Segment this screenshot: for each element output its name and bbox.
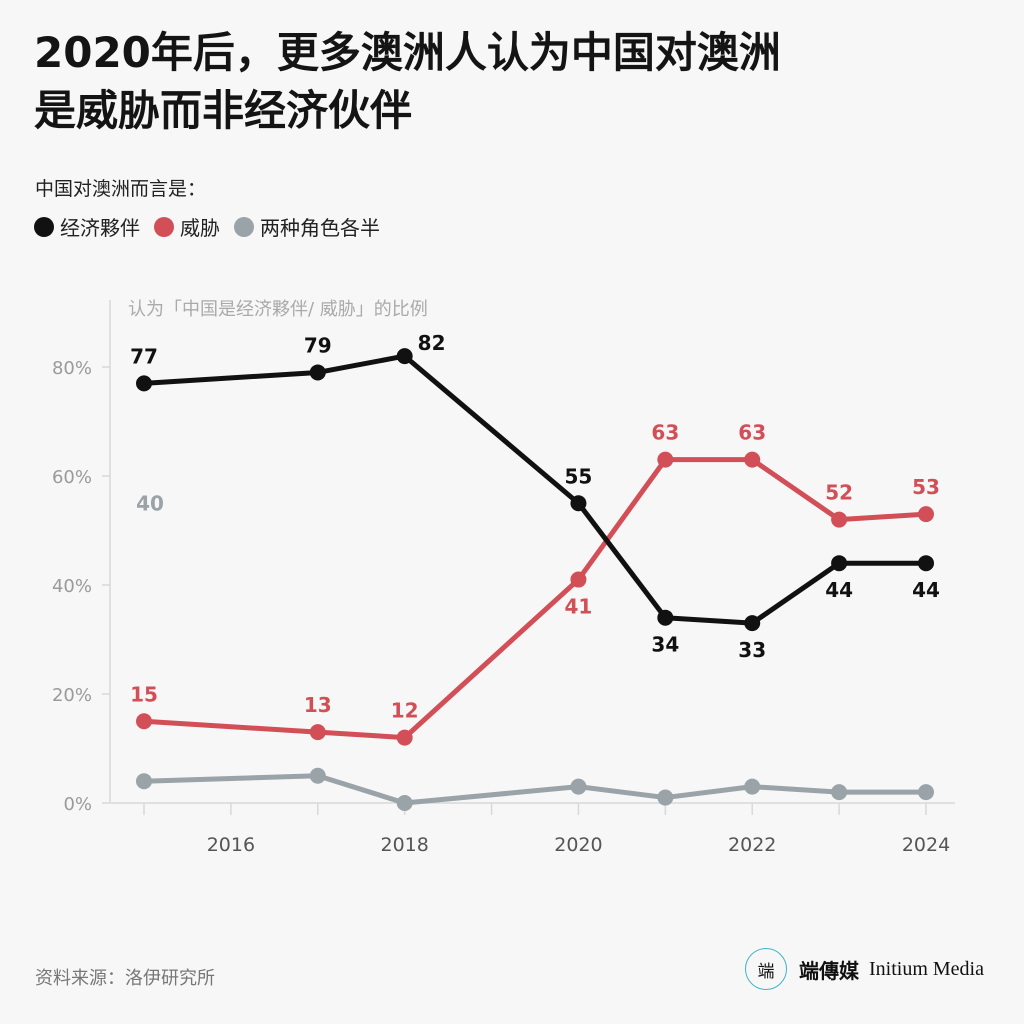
point-threat-2022 xyxy=(744,451,761,468)
point-both-2023 xyxy=(831,784,848,801)
logo-char: 端 xyxy=(757,961,775,982)
brand: 端 端傳媒 Initium Media xyxy=(745,948,984,990)
point-both-2020 xyxy=(570,778,587,795)
point-both-2018 xyxy=(396,795,413,811)
point-partner-2024 xyxy=(918,555,934,572)
line-chart: 认为「中国是经济夥伴/ 威胁」的比例 0% 20% 40% 60% 80% 2016 2018… xyxy=(52,299,955,856)
data-label-partner-2015: 77 xyxy=(130,344,158,368)
data-label-partner-2018: 82 xyxy=(418,331,446,355)
point-threat-2023 xyxy=(831,511,848,528)
data-label-threat-2015: 15 xyxy=(130,682,158,706)
legend: 经济夥伴 威胁 两种角色各半 xyxy=(34,212,394,241)
legend-prompt: 中国对澳洲而言是： xyxy=(35,178,207,200)
legend-label-partner: 经济夥伴 xyxy=(60,216,140,240)
x-tick-label-2018: 2018 xyxy=(380,834,428,856)
y-tick-label-40: 40% xyxy=(52,576,92,597)
point-partner-2018 xyxy=(396,348,413,365)
point-both-2021 xyxy=(657,789,674,806)
x-tick-label-2024: 2024 xyxy=(902,834,950,856)
y-tick-label-60: 60% xyxy=(52,467,92,488)
data-label-threat-2023: 52 xyxy=(825,481,853,505)
point-both-2017 xyxy=(309,767,326,784)
data-label-partner-2021: 34 xyxy=(651,633,679,657)
data-label-threat-2017: 13 xyxy=(304,693,332,717)
point-partner-2017 xyxy=(309,364,326,381)
annotation-0: 40 xyxy=(136,491,164,515)
point-partner-2022 xyxy=(744,615,761,632)
point-partner-2021 xyxy=(657,609,674,626)
brand-name-cn: 端傳媒 xyxy=(799,958,859,983)
legend-dot-both xyxy=(234,216,254,237)
chart-title: 2020年后，更多澳洲人认为中国对澳洲 是威胁而非经济伙伴 xyxy=(34,24,934,140)
legend-item-threat: 威胁 xyxy=(154,212,220,241)
legend-label-both: 两种角色各半 xyxy=(260,216,380,240)
x-tick-label-2016: 2016 xyxy=(207,834,255,856)
legend-item-partner: 经济夥伴 xyxy=(34,212,140,241)
source-note: 资料来源：洛伊研究所 xyxy=(35,968,215,989)
legend-dot-threat xyxy=(154,216,174,237)
brand-name-en: Initium Media xyxy=(869,957,984,980)
legend-dot-partner xyxy=(34,216,54,237)
point-partner-2015 xyxy=(136,375,152,392)
legend-item-both: 两种角色各半 xyxy=(234,212,380,241)
series-line-threat xyxy=(141,457,929,741)
x-tick-label-2020: 2020 xyxy=(554,834,602,856)
point-threat-2017 xyxy=(309,724,326,741)
point-threat-2020 xyxy=(570,571,587,588)
series-line-partner xyxy=(141,353,929,626)
data-label-threat-2018: 12 xyxy=(391,699,419,723)
data-label-partner-2022: 33 xyxy=(738,638,766,662)
point-both-2015 xyxy=(136,773,152,790)
data-label-threat-2020: 41 xyxy=(565,595,593,619)
legend-label-threat: 威胁 xyxy=(180,216,220,240)
y-tick-label-80: 80% xyxy=(52,358,92,379)
data-label-partner-2023: 44 xyxy=(825,578,853,602)
data-label-threat-2022: 63 xyxy=(738,421,766,445)
point-threat-2018 xyxy=(396,729,413,746)
point-partner-2023 xyxy=(831,555,848,572)
point-both-2024 xyxy=(918,784,934,801)
data-label-partner-2020: 55 xyxy=(565,464,593,488)
point-partner-2020 xyxy=(570,495,587,512)
y-axis-title: 认为「中国是经济夥伴/ 威胁」的比例 xyxy=(128,299,428,320)
point-threat-2021 xyxy=(657,451,674,468)
data-label-partner-2024: 44 xyxy=(912,578,940,602)
data-label-threat-2021: 63 xyxy=(651,421,679,445)
data-label-partner-2017: 79 xyxy=(304,333,332,357)
series-line-both xyxy=(141,773,929,806)
title-line-1: 2020年后，更多澳洲人认为中国对澳洲 xyxy=(34,28,781,77)
y-tick-label-20: 20% xyxy=(52,685,92,706)
point-threat-2015 xyxy=(136,713,152,730)
point-threat-2024 xyxy=(918,506,934,523)
y-tick-label-0: 0% xyxy=(63,794,92,815)
point-both-2022 xyxy=(744,778,761,795)
x-tick-label-2022: 2022 xyxy=(728,834,776,856)
data-label-threat-2024: 53 xyxy=(912,475,940,499)
title-line-2: 是威胁而非经济伙伴 xyxy=(34,86,413,135)
initium-logo: 端 xyxy=(745,948,787,990)
